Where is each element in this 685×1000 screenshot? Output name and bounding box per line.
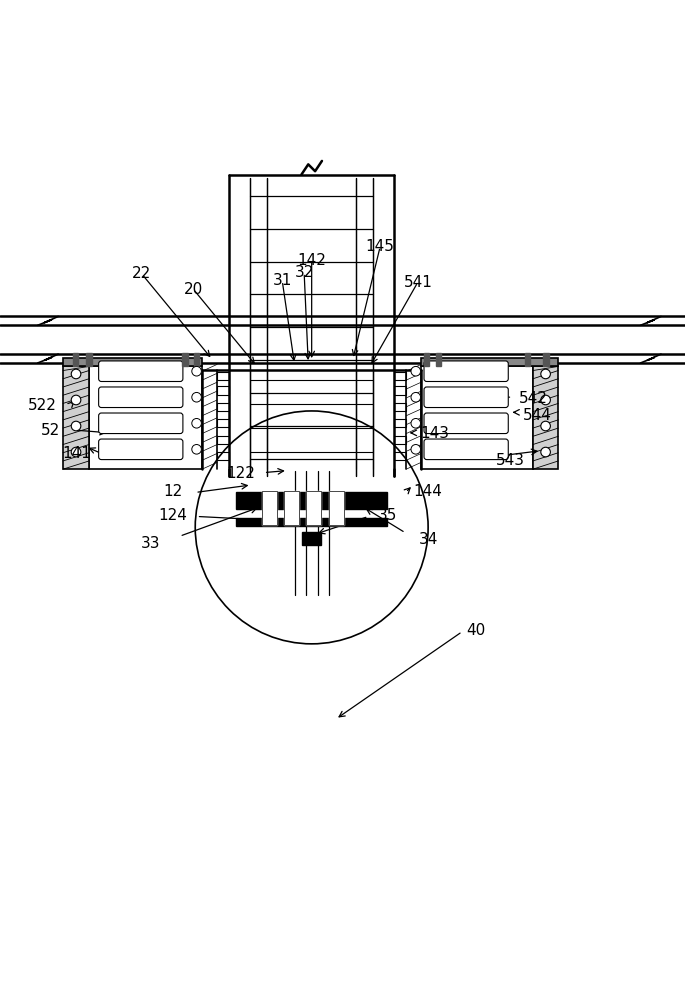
Bar	[302, 532, 321, 545]
Circle shape	[71, 421, 81, 431]
Bar	[194, 353, 199, 366]
Circle shape	[71, 395, 81, 405]
Text: 144: 144	[414, 484, 443, 499]
Bar	[63, 366, 89, 469]
Text: 31: 31	[273, 273, 292, 288]
Circle shape	[192, 445, 201, 454]
Circle shape	[192, 392, 201, 402]
Bar	[217, 386, 229, 395]
Bar	[525, 353, 530, 366]
Circle shape	[540, 421, 550, 431]
Bar	[394, 403, 406, 411]
Bar	[217, 436, 229, 444]
Text: 543: 543	[496, 453, 525, 468]
Text: 12: 12	[163, 484, 182, 499]
Circle shape	[411, 392, 421, 402]
Bar	[421, 366, 533, 469]
Text: 145: 145	[366, 239, 395, 254]
FancyBboxPatch shape	[424, 439, 508, 460]
Circle shape	[411, 418, 421, 428]
Bar	[63, 358, 202, 366]
Circle shape	[71, 369, 81, 379]
Text: 34: 34	[419, 532, 438, 547]
FancyBboxPatch shape	[424, 413, 508, 434]
Text: 143: 143	[421, 426, 449, 441]
FancyBboxPatch shape	[424, 361, 508, 381]
Bar	[217, 452, 229, 460]
Text: 40: 40	[466, 623, 486, 638]
FancyBboxPatch shape	[99, 413, 183, 434]
Bar	[86, 353, 92, 366]
Text: 52: 52	[41, 423, 60, 438]
Bar	[217, 372, 229, 380]
Text: 32: 32	[295, 265, 314, 280]
Bar	[73, 353, 78, 366]
Text: 542: 542	[519, 391, 547, 406]
Bar	[421, 358, 558, 366]
Bar	[394, 452, 406, 460]
Text: 22: 22	[132, 266, 151, 281]
FancyBboxPatch shape	[424, 387, 508, 408]
Bar	[236, 518, 387, 526]
Bar	[306, 491, 321, 525]
Bar	[262, 491, 277, 525]
Text: 35: 35	[377, 508, 397, 523]
Circle shape	[540, 395, 550, 405]
Bar	[329, 491, 344, 525]
Bar	[217, 419, 229, 427]
Bar	[236, 492, 387, 509]
Bar	[424, 353, 429, 366]
Circle shape	[411, 366, 421, 376]
Bar	[306, 491, 321, 525]
Bar	[182, 353, 188, 366]
Text: 20: 20	[184, 282, 203, 297]
Text: 141: 141	[62, 446, 91, 461]
Bar	[394, 372, 406, 380]
Bar	[543, 353, 549, 366]
Circle shape	[192, 418, 201, 428]
Text: 544: 544	[523, 408, 552, 423]
Bar	[394, 436, 406, 444]
Bar	[217, 403, 229, 411]
Bar	[394, 419, 406, 427]
FancyBboxPatch shape	[99, 361, 183, 381]
Text: 124: 124	[158, 508, 187, 523]
Bar	[89, 366, 202, 469]
FancyBboxPatch shape	[99, 387, 183, 408]
Bar	[394, 386, 406, 395]
Text: 33: 33	[141, 536, 160, 551]
Bar	[284, 491, 299, 525]
Bar	[262, 491, 277, 525]
Circle shape	[411, 445, 421, 454]
Bar	[284, 491, 299, 525]
FancyBboxPatch shape	[99, 439, 183, 460]
Bar	[436, 353, 441, 366]
Text: 142: 142	[297, 253, 326, 268]
Text: 122: 122	[227, 466, 256, 481]
Circle shape	[192, 366, 201, 376]
Circle shape	[540, 369, 550, 379]
Bar	[533, 366, 558, 469]
Text: 522: 522	[28, 398, 57, 413]
Bar	[329, 491, 344, 525]
Circle shape	[71, 447, 81, 457]
Text: 541: 541	[403, 275, 432, 290]
Circle shape	[540, 447, 550, 457]
